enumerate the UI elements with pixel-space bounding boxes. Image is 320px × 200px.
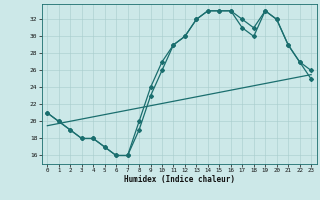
- X-axis label: Humidex (Indice chaleur): Humidex (Indice chaleur): [124, 175, 235, 184]
